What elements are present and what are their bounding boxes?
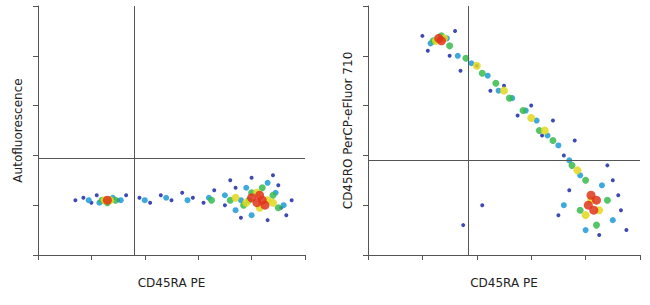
svg-text:CD45RA PE: CD45RA PE (138, 276, 206, 290)
svg-text:CD45RA PE: CD45RA PE (470, 276, 538, 290)
svg-text:Autofluorescence: Autofluorescence (11, 78, 25, 182)
svg-text:CD45RO PerCP-eFluor 710: CD45RO PerCP-eFluor 710 (341, 52, 355, 210)
